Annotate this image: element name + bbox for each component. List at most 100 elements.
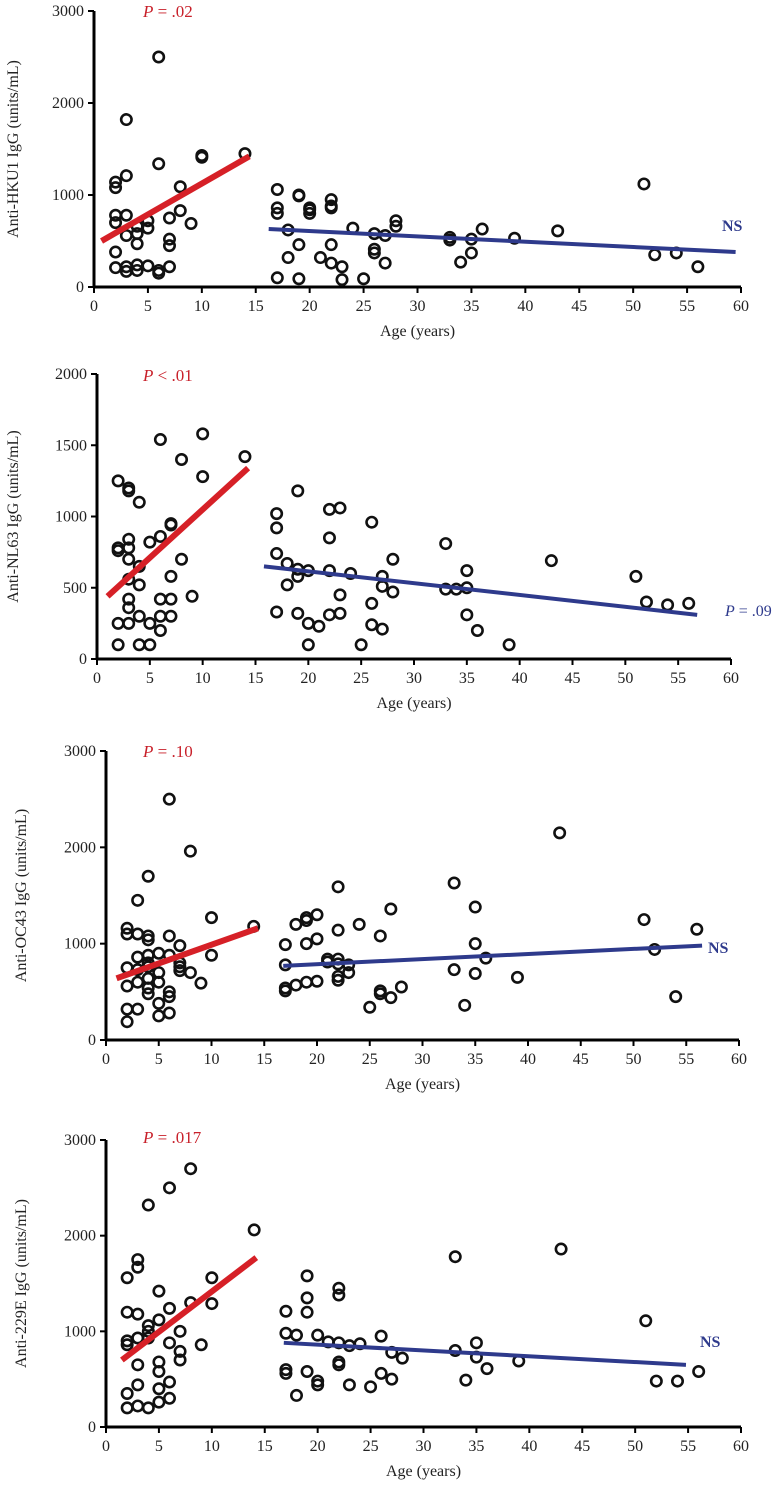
- x-tick-label: 50: [625, 298, 641, 315]
- data-point: [270, 206, 284, 220]
- data-point: [300, 1305, 314, 1319]
- data-point: [141, 869, 155, 883]
- data-point: [373, 987, 387, 1001]
- data-point: [551, 224, 565, 238]
- data-point: [194, 1338, 208, 1352]
- data-point: [279, 1326, 293, 1340]
- data-point: [386, 552, 400, 566]
- y-axis-title: Anti-229E IgG (units/mL): [13, 1199, 30, 1368]
- data-point: [152, 1009, 166, 1023]
- x-tick-label: 25: [362, 1051, 378, 1068]
- y-tick-label: 1000: [64, 1323, 96, 1340]
- data-point: [122, 552, 136, 566]
- p-symbol: P: [142, 1128, 153, 1147]
- x-tick-label: 30: [416, 1438, 432, 1455]
- data-point: [332, 1358, 346, 1372]
- data-point: [299, 914, 313, 928]
- adult-trend-line: [268, 227, 736, 255]
- p-value: NS: [722, 218, 743, 235]
- data-point: [143, 638, 157, 652]
- data-point: [480, 1362, 494, 1376]
- data-point: [470, 623, 484, 637]
- data-point: [637, 913, 651, 927]
- p-value: = .10: [153, 742, 192, 761]
- y-tick-label: 1000: [64, 936, 96, 953]
- x-tick-label: 40: [512, 670, 528, 687]
- child-p-value-annotation: P < .01: [142, 366, 193, 385]
- child-p-value-annotation: P = .02: [142, 2, 193, 21]
- data-point: [120, 979, 134, 993]
- x-tick-label: 60: [731, 1051, 747, 1068]
- y-tick-label: 0: [79, 651, 87, 668]
- adult-p-value-annotation: P = .09: [724, 603, 772, 620]
- data-point: [352, 917, 366, 931]
- data-point: [119, 208, 133, 222]
- data-point: [162, 929, 176, 943]
- data-point: [384, 902, 398, 916]
- x-tick-label: 5: [155, 1438, 163, 1455]
- data-point: [131, 1399, 145, 1413]
- y-tick-label: 0: [88, 1032, 96, 1049]
- p-symbol: P: [142, 366, 153, 385]
- data-point: [122, 592, 136, 606]
- data-point: [153, 433, 167, 447]
- data-point: [374, 1366, 388, 1380]
- data-point: [173, 180, 187, 194]
- x-tick-label: 0: [93, 670, 101, 687]
- p-value: = .09: [735, 603, 772, 620]
- data-point: [310, 932, 324, 946]
- data-point: [448, 1250, 462, 1264]
- x-tick-label: 15: [248, 670, 264, 687]
- data-point: [447, 876, 461, 890]
- data-point: [468, 937, 482, 951]
- data-point: [163, 1301, 177, 1315]
- data-point: [164, 518, 178, 532]
- data-point: [447, 963, 461, 977]
- data-point: [373, 929, 387, 943]
- data-point: [291, 606, 305, 620]
- x-tick-label: 40: [520, 1051, 536, 1068]
- data-point: [303, 206, 317, 220]
- data-point: [120, 1271, 134, 1285]
- data-point: [120, 921, 134, 935]
- y-tick-label: 1000: [52, 187, 84, 204]
- data-point: [324, 256, 338, 270]
- data-point: [270, 507, 284, 521]
- x-axis-title: Age (years): [380, 323, 455, 340]
- y-tick-label: 1500: [55, 437, 87, 454]
- data-point: [331, 880, 345, 894]
- data-point: [502, 638, 516, 652]
- data-point: [152, 946, 166, 960]
- data-point: [312, 619, 326, 633]
- data-point: [468, 900, 482, 914]
- data-point: [109, 245, 123, 259]
- data-point: [335, 260, 349, 274]
- child-trend-line: [105, 465, 251, 599]
- data-point: [300, 1291, 314, 1305]
- data-point: [648, 248, 662, 262]
- data-point: [141, 987, 155, 1001]
- x-tick-label: 15: [248, 298, 264, 315]
- data-point: [173, 1353, 187, 1367]
- data-point: [289, 1328, 303, 1342]
- data-point: [459, 1373, 473, 1387]
- x-tick-label: 25: [363, 1438, 379, 1455]
- data-point: [384, 991, 398, 1005]
- data-point: [690, 922, 704, 936]
- data-point: [131, 1253, 145, 1267]
- data-point: [669, 990, 683, 1004]
- data-point: [109, 175, 123, 189]
- data-point: [389, 214, 403, 228]
- chart-panel-2: 0 500 1000 1500 2000 0 5 10 15 20 25 30 35 40 45 50 55 60…: [5, 366, 772, 712]
- data-point: [324, 238, 338, 252]
- data-point: [439, 537, 453, 551]
- data-point: [247, 1223, 261, 1237]
- data-point: [131, 950, 145, 964]
- x-tick-label: 5: [144, 298, 152, 315]
- data-point: [185, 589, 199, 603]
- data-point: [458, 998, 472, 1012]
- data-point: [131, 1260, 145, 1274]
- data-point: [152, 1313, 166, 1327]
- data-point: [164, 569, 178, 583]
- data-point: [342, 1378, 356, 1392]
